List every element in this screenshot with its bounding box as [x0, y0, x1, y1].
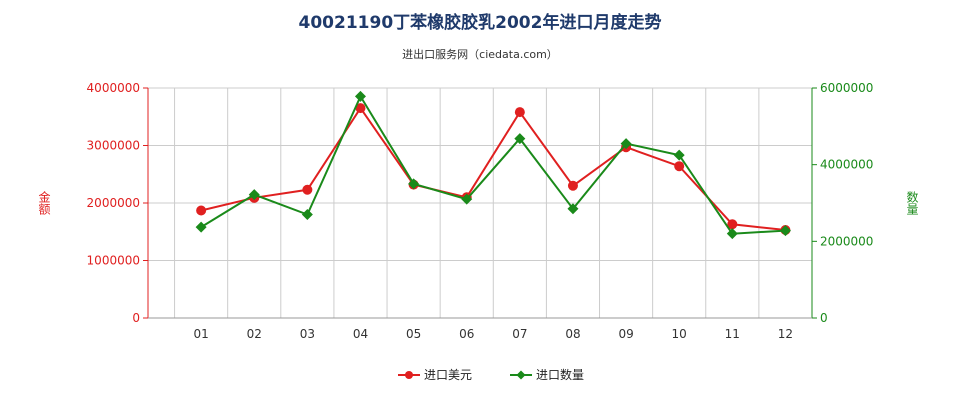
right-tick-label: 0 [820, 311, 828, 325]
data-point [620, 138, 632, 150]
x-tick-label: 11 [725, 327, 740, 341]
left-tick-label: 3000000 [87, 139, 140, 153]
x-tick-label: 06 [459, 327, 474, 341]
right-tick-label: 4000000 [820, 158, 873, 172]
x-tick-label: 10 [672, 327, 687, 341]
chart-title: 40021190丁苯橡胶胶乳2002年进口月度走势 [299, 12, 662, 33]
left-tick-label: 1000000 [87, 254, 140, 268]
data-point [726, 228, 738, 240]
data-point [727, 219, 738, 230]
left-tick-label: 2000000 [87, 196, 140, 210]
data-point [567, 180, 578, 191]
right-tick-label: 6000000 [820, 81, 873, 95]
legend-marker [516, 370, 526, 380]
x-tick-label: 12 [778, 327, 793, 341]
data-point [408, 178, 420, 190]
data-point [354, 90, 366, 102]
left-axis-title: 金额 [37, 190, 51, 216]
chart-subtitle: 进出口服务网（ciedata.com） [402, 47, 558, 61]
data-point [301, 209, 313, 220]
data-point [673, 149, 685, 161]
data-point [779, 225, 791, 237]
legend-marker [405, 371, 413, 379]
data-point [355, 103, 366, 114]
right-axis-title: 数量 [905, 190, 919, 215]
data-point [195, 221, 207, 233]
x-tick-label: 01 [193, 327, 208, 341]
data-point [514, 133, 526, 145]
legend: 进口美元 进口数量 [398, 367, 584, 382]
data-point [567, 203, 579, 215]
x-tick-label: 02 [247, 327, 262, 341]
x-tick-label: 04 [353, 327, 368, 341]
data-point [674, 161, 685, 172]
x-tick-label: 03 [300, 327, 315, 341]
data-point [248, 189, 260, 201]
x-tick-label: 08 [565, 327, 580, 341]
x-tick-label: 09 [618, 327, 633, 341]
data-point [196, 205, 207, 216]
x-tick-label: 05 [406, 327, 421, 341]
series-layer [195, 90, 791, 240]
series-line [200, 106, 786, 231]
left-tick-label: 4000000 [87, 81, 140, 95]
data-point [514, 107, 525, 118]
legend-label: 进口美元 [424, 368, 472, 382]
left-tick-label: 0 [132, 311, 140, 325]
axis-layer: 0 1000000 2000000 3000000 4000000 0 2000000 400… [37, 81, 919, 341]
data-point [302, 184, 313, 195]
data-point [461, 193, 473, 205]
x-tick-label: 07 [512, 327, 527, 341]
series-line [200, 94, 786, 235]
right-tick-label: 2000000 [820, 234, 873, 248]
legend-label: 进口数量 [536, 367, 584, 382]
